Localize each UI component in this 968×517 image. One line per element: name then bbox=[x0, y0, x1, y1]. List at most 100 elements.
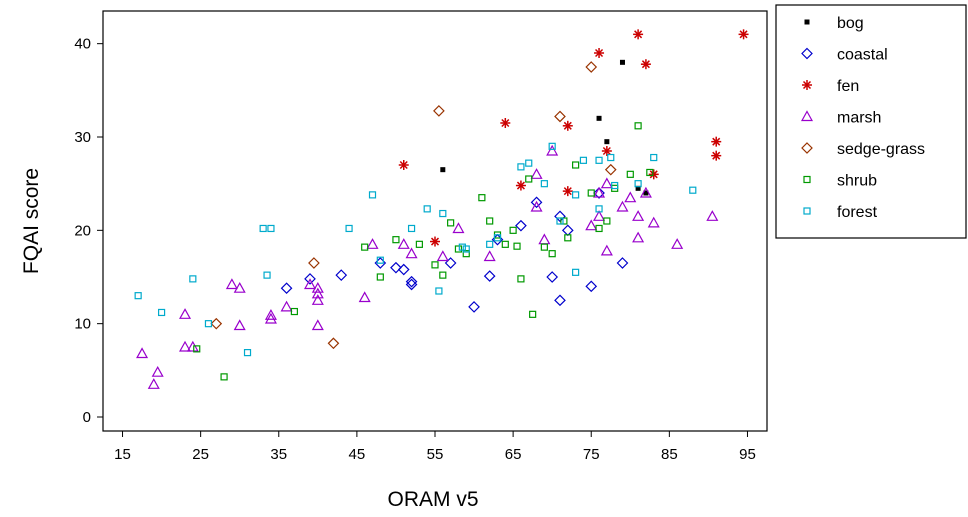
y-axis-title: FQAI score bbox=[20, 168, 43, 274]
data-point-forest bbox=[595, 156, 603, 164]
data-point-shrub bbox=[462, 250, 470, 258]
data-point-shrub bbox=[220, 373, 228, 381]
data-point-forest bbox=[204, 320, 213, 328]
data-point-marsh bbox=[225, 278, 238, 290]
data-point-shrub bbox=[548, 250, 556, 258]
legend: bog coastal fen marsh sedge-grass shrub forest bbox=[800, 15, 925, 221]
x-tick-label: 15 bbox=[114, 446, 131, 463]
data-point-marsh bbox=[311, 319, 324, 331]
data-point-fen bbox=[738, 29, 749, 40]
data-point-marsh bbox=[264, 312, 277, 324]
data-point-forest bbox=[486, 240, 494, 248]
data-point-forest bbox=[525, 159, 533, 167]
data-point-marsh bbox=[311, 287, 324, 299]
data-point-forest bbox=[572, 191, 580, 199]
legend-label-coastal: coastal bbox=[837, 47, 888, 64]
y-tick-label: 10 bbox=[74, 316, 91, 333]
data-point-marsh bbox=[136, 347, 149, 359]
data-point-sedge-grass bbox=[433, 105, 445, 117]
data-point-shrub bbox=[564, 234, 572, 242]
data-point-coastal bbox=[554, 294, 566, 307]
data-point-shrub bbox=[392, 236, 400, 244]
data-point-sedge-grass bbox=[585, 61, 598, 73]
data-point-forest bbox=[243, 349, 252, 357]
data-point-forest bbox=[556, 217, 564, 225]
data-point-forest bbox=[407, 224, 416, 233]
x-tick-label: 55 bbox=[427, 446, 444, 463]
data-point-forest bbox=[189, 275, 197, 283]
data-point-coastal bbox=[444, 257, 457, 269]
plot-frame bbox=[102, 10, 768, 432]
data-point-bog bbox=[643, 190, 649, 196]
data-point-marsh bbox=[593, 210, 606, 221]
data-point-coastal bbox=[397, 263, 410, 276]
legend-marker-shrub bbox=[803, 175, 811, 184]
legend-label-sedge-grass: sedge-grass bbox=[837, 141, 925, 158]
x-tick-label: 95 bbox=[739, 446, 756, 463]
data-point-marsh bbox=[639, 186, 652, 198]
data-point-coastal bbox=[468, 301, 480, 313]
data-point-coastal bbox=[483, 270, 496, 282]
data-point-coastal bbox=[530, 196, 543, 209]
legend-label-bog: bog bbox=[837, 15, 864, 32]
data-point-forest bbox=[607, 153, 615, 162]
data-point-shrub bbox=[572, 161, 580, 169]
data-point-forest bbox=[435, 287, 443, 295]
data-point-forest bbox=[493, 234, 502, 242]
legend-box bbox=[775, 4, 967, 239]
data-point-shrub bbox=[193, 345, 201, 353]
data-point-forest bbox=[368, 191, 377, 199]
data-point-fen bbox=[640, 59, 651, 70]
data-point-marsh bbox=[179, 340, 192, 352]
data-point-shrub bbox=[626, 170, 634, 178]
legend-label-fen: fen bbox=[837, 78, 859, 95]
data-point-bog bbox=[596, 115, 602, 121]
legend-marker-sedge-grass bbox=[801, 142, 813, 154]
data-point-coastal bbox=[561, 224, 574, 237]
data-point-bog bbox=[619, 59, 625, 65]
data-points bbox=[134, 29, 749, 389]
y-tick-label: 40 bbox=[74, 36, 91, 53]
data-point-marsh bbox=[600, 177, 613, 189]
data-point-shrub bbox=[431, 261, 439, 269]
data-point-bog bbox=[635, 185, 641, 191]
data-point-coastal bbox=[585, 280, 598, 293]
data-point-marsh bbox=[585, 219, 598, 231]
data-point-bog bbox=[440, 167, 446, 173]
data-point-marsh bbox=[452, 222, 465, 234]
data-point-fen bbox=[398, 160, 409, 170]
data-point-forest bbox=[345, 224, 353, 233]
data-point-forest bbox=[650, 153, 658, 162]
data-point-forest bbox=[540, 180, 548, 188]
data-point-marsh bbox=[593, 186, 606, 198]
data-point-forest bbox=[376, 256, 384, 264]
data-point-shrub bbox=[376, 273, 384, 281]
data-point-marsh bbox=[647, 216, 660, 228]
data-point-shrub bbox=[517, 275, 525, 283]
data-point-fen bbox=[711, 150, 722, 161]
data-point-shrub bbox=[439, 271, 447, 279]
data-point-marsh bbox=[436, 250, 449, 262]
data-point-shrub bbox=[513, 242, 521, 250]
data-point-sedge-grass bbox=[554, 110, 566, 123]
data-point-forest bbox=[595, 205, 603, 213]
data-point-marsh bbox=[530, 200, 543, 212]
data-point-coastal bbox=[304, 273, 316, 285]
data-point-fen bbox=[711, 136, 722, 147]
data-point-shrub bbox=[595, 224, 603, 233]
data-point-coastal bbox=[515, 219, 527, 232]
data-point-shrub bbox=[587, 189, 595, 197]
x-tick-label: 65 bbox=[505, 446, 522, 463]
data-point-marsh bbox=[151, 365, 164, 377]
data-point-fen bbox=[562, 120, 573, 131]
data-point-forest bbox=[259, 224, 267, 233]
data-point-fen bbox=[633, 29, 644, 40]
data-point-forest bbox=[517, 163, 525, 171]
data-point-marsh bbox=[706, 210, 719, 221]
data-point-shrub bbox=[415, 240, 423, 248]
x-tick-label: 75 bbox=[583, 446, 600, 463]
data-point-coastal bbox=[616, 257, 629, 269]
legend-marker-forest bbox=[803, 207, 811, 215]
x-tick-label: 85 bbox=[661, 446, 678, 463]
data-point-marsh bbox=[397, 238, 410, 249]
